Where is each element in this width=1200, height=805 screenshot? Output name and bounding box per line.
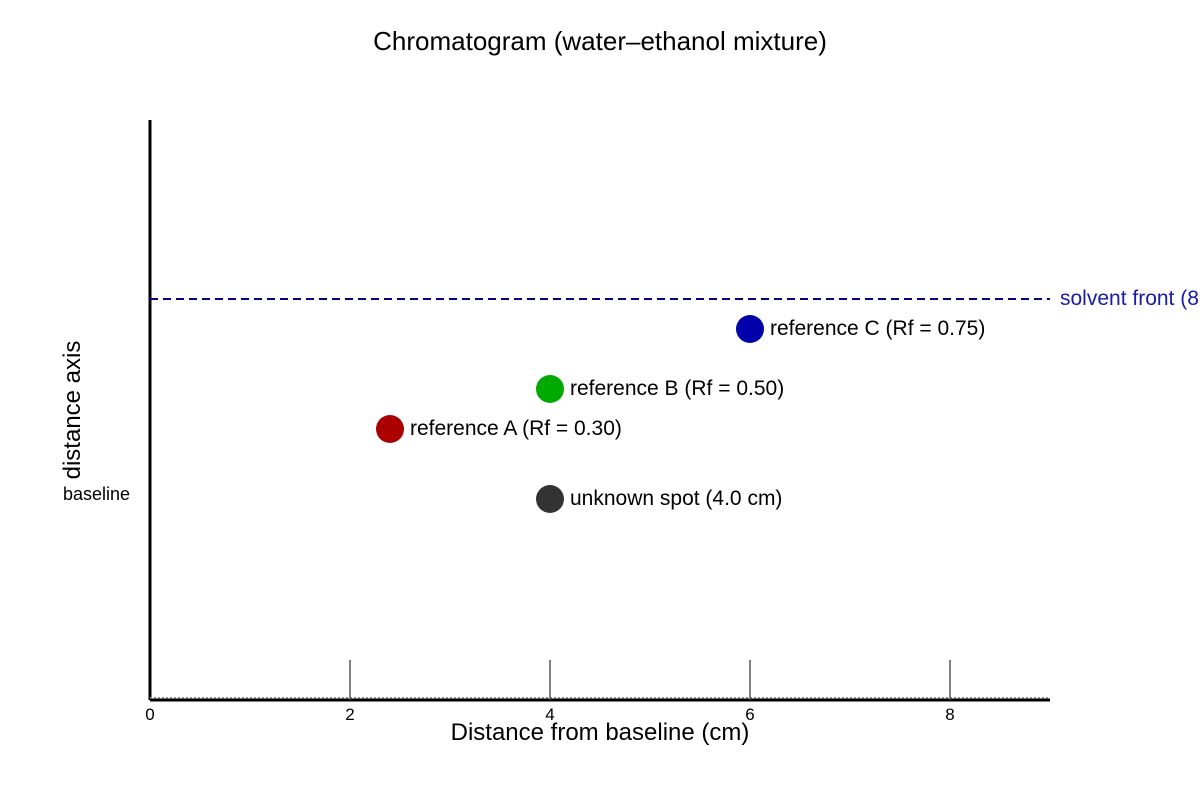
x-tick-label: 6 (745, 705, 754, 724)
baseline-label: baseline (63, 484, 130, 504)
spot-label-reference-b: reference B (Rf = 0.50) (570, 377, 784, 400)
x-tick-label: 8 (945, 705, 954, 724)
spot-reference-a (376, 415, 404, 443)
x-axis: Distance from baseline (cm) (150, 697, 1050, 746)
x-axis-label: Distance from baseline (cm) (451, 719, 750, 746)
solvent-front: solvent front (8 (150, 287, 1199, 310)
spot-reference-c (736, 315, 764, 343)
spot-unknown (536, 485, 564, 513)
spot-label-reference-a: reference A (Rf = 0.30) (410, 417, 622, 440)
x-tick-label: 4 (545, 705, 554, 724)
chart-title: Chromatogram (water–ethanol mixture) (373, 26, 827, 56)
spot-reference-b (536, 375, 564, 403)
spots: unknown spot (4.0 cm) reference A (Rf = 0… (376, 315, 985, 513)
x-ticks: 0 2 4 6 8 (145, 660, 955, 724)
spot-label-unknown: unknown spot (4.0 cm) (570, 487, 782, 510)
y-axis-label: distance axis (59, 341, 86, 480)
spot-label-reference-c: reference C (Rf = 0.75) (770, 317, 985, 340)
solvent-front-label: solvent front (8 (1060, 287, 1199, 310)
y-axis: distance axis baseline (59, 120, 152, 700)
x-tick-label: 2 (345, 705, 354, 724)
x-tick-label: 0 (145, 705, 154, 724)
